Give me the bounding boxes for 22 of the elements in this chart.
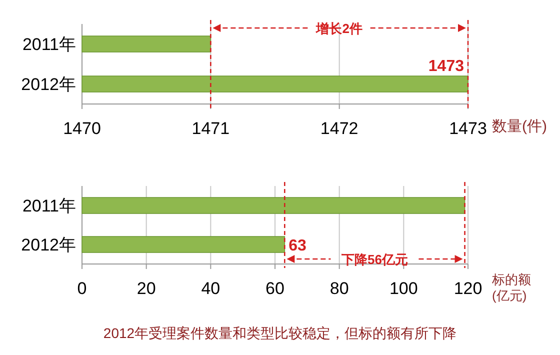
data-label: 1473	[428, 58, 464, 75]
y-tick-label: 2011年	[22, 196, 76, 216]
x-tick-label: 1473	[449, 119, 487, 138]
x-axis-title: 数量(件)	[492, 118, 548, 137]
x-tick-label: 60	[266, 279, 284, 298]
x-tick-label: 1471	[192, 119, 230, 138]
x-tick-label: 1472	[320, 119, 358, 138]
y-tick-label: 2012年	[21, 236, 76, 254]
annotation: 增长2件	[315, 21, 362, 36]
y-tick-label: 2011年	[22, 35, 76, 54]
x-tick-label: 40	[201, 279, 220, 298]
y-tick-label: 2012年	[21, 75, 76, 94]
x-tick-label: 20	[136, 279, 156, 298]
text: 2012年受理案件数量和类型比较稳定，但标的额有所下降	[103, 325, 457, 341]
data-label: 63	[288, 238, 307, 254]
x-tick-label: 120	[454, 279, 482, 298]
x-axis-title: 标的额(亿元)	[492, 272, 532, 304]
x-tick-label: 100	[389, 279, 418, 298]
x-tick-label: 80	[330, 279, 349, 298]
x-tick-label: 1470	[63, 119, 101, 138]
x-tick-label: 0	[77, 279, 87, 298]
annotation: 下降56亿元	[340, 252, 408, 267]
